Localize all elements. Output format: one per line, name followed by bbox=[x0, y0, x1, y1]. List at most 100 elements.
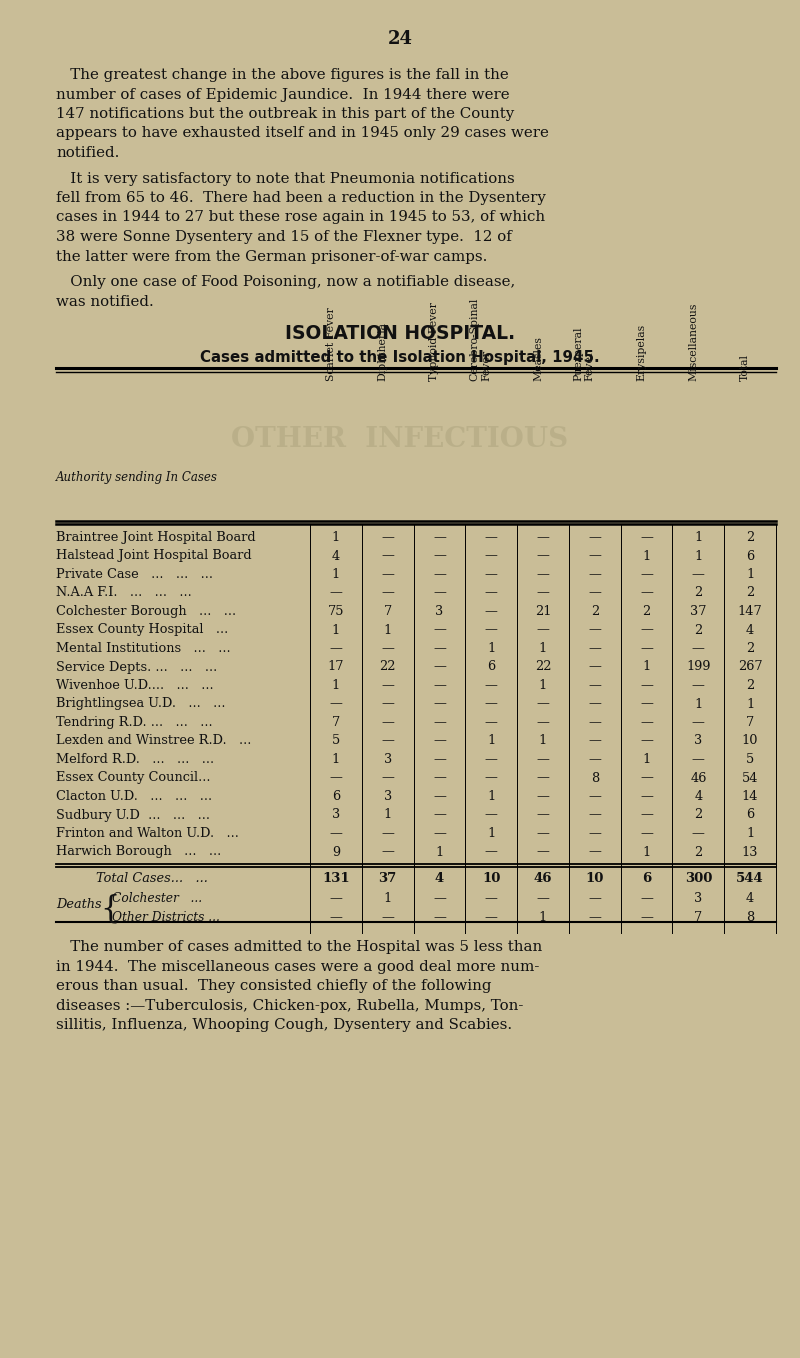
Text: —: — bbox=[382, 568, 394, 581]
Text: The greatest change in the above figures is the fall in the: The greatest change in the above figures… bbox=[56, 68, 509, 81]
Text: Private Case   ...   ...   ...: Private Case ... ... ... bbox=[56, 568, 213, 581]
Text: —: — bbox=[330, 698, 342, 710]
Text: —: — bbox=[588, 808, 602, 822]
Text: —: — bbox=[382, 698, 394, 710]
Text: —: — bbox=[485, 606, 498, 618]
Text: Lexden and Winstree R.D.   ...: Lexden and Winstree R.D. ... bbox=[56, 735, 251, 747]
Text: —: — bbox=[588, 550, 602, 562]
Text: 46: 46 bbox=[534, 872, 552, 885]
Text: {: { bbox=[100, 894, 119, 925]
Text: the latter were from the German prisoner-of-war camps.: the latter were from the German prisoner… bbox=[56, 250, 487, 263]
Text: 1: 1 bbox=[487, 827, 495, 841]
Text: —: — bbox=[433, 660, 446, 674]
Text: —: — bbox=[433, 698, 446, 710]
Text: Essex County Hospital   ...: Essex County Hospital ... bbox=[56, 623, 228, 637]
Text: 2: 2 bbox=[746, 587, 754, 599]
Text: —: — bbox=[640, 808, 653, 822]
Text: —: — bbox=[382, 550, 394, 562]
Text: Typhoid Fever: Typhoid Fever bbox=[430, 301, 439, 382]
Text: 1: 1 bbox=[642, 846, 650, 858]
Text: —: — bbox=[640, 531, 653, 545]
Text: Halstead Joint Hospital Board: Halstead Joint Hospital Board bbox=[56, 550, 252, 562]
Text: —: — bbox=[485, 550, 498, 562]
Text: —: — bbox=[692, 679, 705, 693]
Text: 1: 1 bbox=[383, 808, 392, 822]
Text: —: — bbox=[588, 827, 602, 841]
Text: 267: 267 bbox=[738, 660, 762, 674]
Text: —: — bbox=[382, 679, 394, 693]
Text: 1: 1 bbox=[539, 679, 547, 693]
Text: —: — bbox=[692, 716, 705, 729]
Text: —: — bbox=[537, 716, 550, 729]
Text: Colchester Borough   ...   ...: Colchester Borough ... ... bbox=[56, 606, 236, 618]
Text: —: — bbox=[382, 846, 394, 858]
Text: 1: 1 bbox=[642, 752, 650, 766]
Text: —: — bbox=[537, 550, 550, 562]
Text: 1: 1 bbox=[487, 642, 495, 655]
Text: 1: 1 bbox=[487, 735, 495, 747]
Text: Brightlingsea U.D.   ...   ...: Brightlingsea U.D. ... ... bbox=[56, 698, 226, 710]
Text: —: — bbox=[485, 679, 498, 693]
Text: 8: 8 bbox=[746, 911, 754, 923]
Text: 10: 10 bbox=[586, 872, 604, 885]
Text: 6: 6 bbox=[642, 872, 651, 885]
Text: —: — bbox=[382, 735, 394, 747]
Text: —: — bbox=[433, 752, 446, 766]
Text: Colchester   ...: Colchester ... bbox=[112, 892, 202, 906]
Text: —: — bbox=[330, 587, 342, 599]
Text: notified.: notified. bbox=[56, 147, 119, 160]
Text: 13: 13 bbox=[742, 846, 758, 858]
Text: 2: 2 bbox=[694, 587, 702, 599]
Text: ISOLATION HOSPITAL.: ISOLATION HOSPITAL. bbox=[285, 325, 515, 344]
Text: —: — bbox=[433, 531, 446, 545]
Text: 1: 1 bbox=[332, 568, 340, 581]
Text: —: — bbox=[485, 716, 498, 729]
Text: 1: 1 bbox=[332, 623, 340, 637]
Text: —: — bbox=[692, 827, 705, 841]
Text: —: — bbox=[588, 735, 602, 747]
Text: 1: 1 bbox=[332, 752, 340, 766]
Text: —: — bbox=[433, 892, 446, 906]
Text: 147 notifications but the outbreak in this part of the County: 147 notifications but the outbreak in th… bbox=[56, 107, 514, 121]
Text: —: — bbox=[537, 771, 550, 785]
Text: 6: 6 bbox=[332, 790, 340, 803]
Text: Erysipelas: Erysipelas bbox=[637, 323, 646, 382]
Text: —: — bbox=[382, 716, 394, 729]
Text: Total: Total bbox=[740, 354, 750, 382]
Text: —: — bbox=[640, 568, 653, 581]
Text: 2: 2 bbox=[694, 623, 702, 637]
Text: —: — bbox=[433, 642, 446, 655]
Text: 7: 7 bbox=[332, 716, 340, 729]
Text: —: — bbox=[640, 642, 653, 655]
Text: Service Depts. ...   ...   ...: Service Depts. ... ... ... bbox=[56, 660, 218, 674]
Text: —: — bbox=[640, 679, 653, 693]
Text: —: — bbox=[537, 846, 550, 858]
Text: —: — bbox=[640, 716, 653, 729]
Text: 7: 7 bbox=[383, 606, 392, 618]
Text: —: — bbox=[588, 679, 602, 693]
Text: 1: 1 bbox=[694, 531, 702, 545]
Text: 3: 3 bbox=[383, 790, 392, 803]
Text: 1: 1 bbox=[746, 827, 754, 841]
Text: The number of cases admitted to the Hospital was 5 less than: The number of cases admitted to the Hosp… bbox=[56, 940, 542, 955]
Text: —: — bbox=[537, 568, 550, 581]
Text: —: — bbox=[588, 790, 602, 803]
Text: —: — bbox=[485, 752, 498, 766]
Text: —: — bbox=[588, 846, 602, 858]
Text: 1: 1 bbox=[383, 623, 392, 637]
Text: 54: 54 bbox=[742, 771, 758, 785]
Text: —: — bbox=[330, 771, 342, 785]
Text: 2: 2 bbox=[746, 679, 754, 693]
Text: number of cases of Epidemic Jaundice.  In 1944 there were: number of cases of Epidemic Jaundice. In… bbox=[56, 87, 510, 102]
Text: 9: 9 bbox=[332, 846, 340, 858]
Text: —: — bbox=[433, 808, 446, 822]
Text: 4: 4 bbox=[746, 892, 754, 906]
Text: —: — bbox=[382, 911, 394, 923]
Text: 37: 37 bbox=[378, 872, 397, 885]
Text: It is very satisfactory to note that Pneumonia notifications: It is very satisfactory to note that Pne… bbox=[56, 171, 514, 186]
Text: —: — bbox=[485, 808, 498, 822]
Text: 3: 3 bbox=[332, 808, 340, 822]
Text: 300: 300 bbox=[685, 872, 712, 885]
Text: 2: 2 bbox=[746, 642, 754, 655]
Text: —: — bbox=[537, 892, 550, 906]
